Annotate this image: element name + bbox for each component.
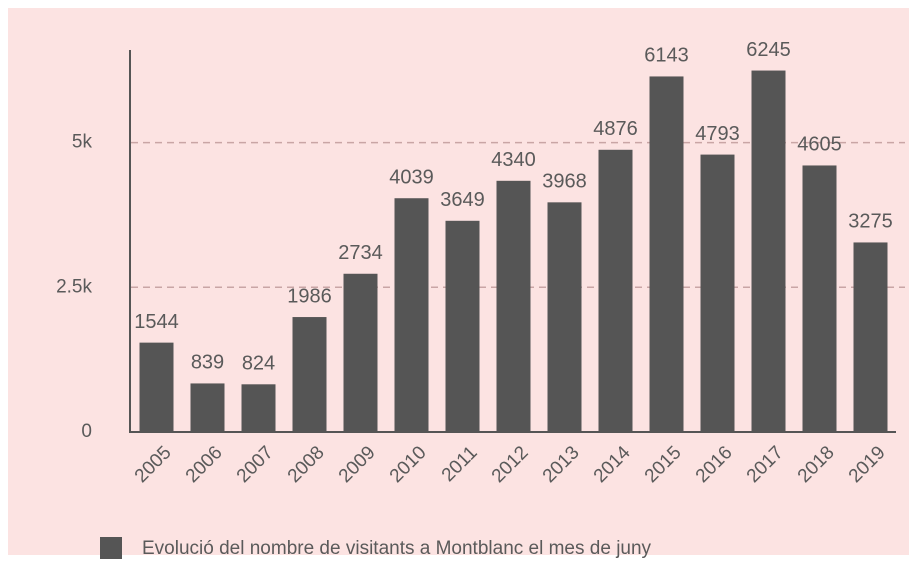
y-tick-label: 0 — [81, 421, 92, 442]
value-label: 3649 — [440, 189, 485, 211]
value-label: 1544 — [134, 311, 179, 333]
bar — [751, 70, 786, 432]
bar — [598, 149, 633, 433]
bar — [292, 317, 327, 432]
value-label: 3968 — [542, 171, 587, 193]
value-label: 6245 — [746, 39, 791, 61]
bar — [343, 273, 378, 432]
bar — [802, 165, 837, 432]
bar — [547, 202, 582, 432]
value-label: 4605 — [797, 134, 842, 156]
bar — [853, 242, 888, 432]
legend-swatch — [100, 537, 122, 559]
value-label: 4793 — [695, 123, 740, 145]
value-label: 1986 — [287, 285, 332, 307]
bar — [241, 384, 276, 432]
legend-label: Evolució del nombre de visitants a Montb… — [142, 538, 652, 559]
bar — [649, 76, 684, 432]
y-tick-label: 2.5k — [56, 276, 92, 297]
bar — [700, 154, 735, 432]
value-label: 839 — [191, 352, 224, 374]
bar — [190, 383, 225, 432]
value-label: 4876 — [593, 118, 638, 140]
value-label: 6143 — [644, 45, 689, 67]
value-label: 2734 — [338, 242, 383, 264]
value-label: 4340 — [491, 149, 536, 171]
bar — [496, 180, 531, 432]
bar — [394, 198, 429, 432]
value-label: 3275 — [848, 211, 893, 233]
bar — [445, 220, 480, 432]
bar — [139, 342, 174, 432]
y-tick-label: 5k — [72, 132, 93, 153]
value-label: 824 — [242, 353, 275, 375]
value-label: 4039 — [389, 167, 434, 189]
